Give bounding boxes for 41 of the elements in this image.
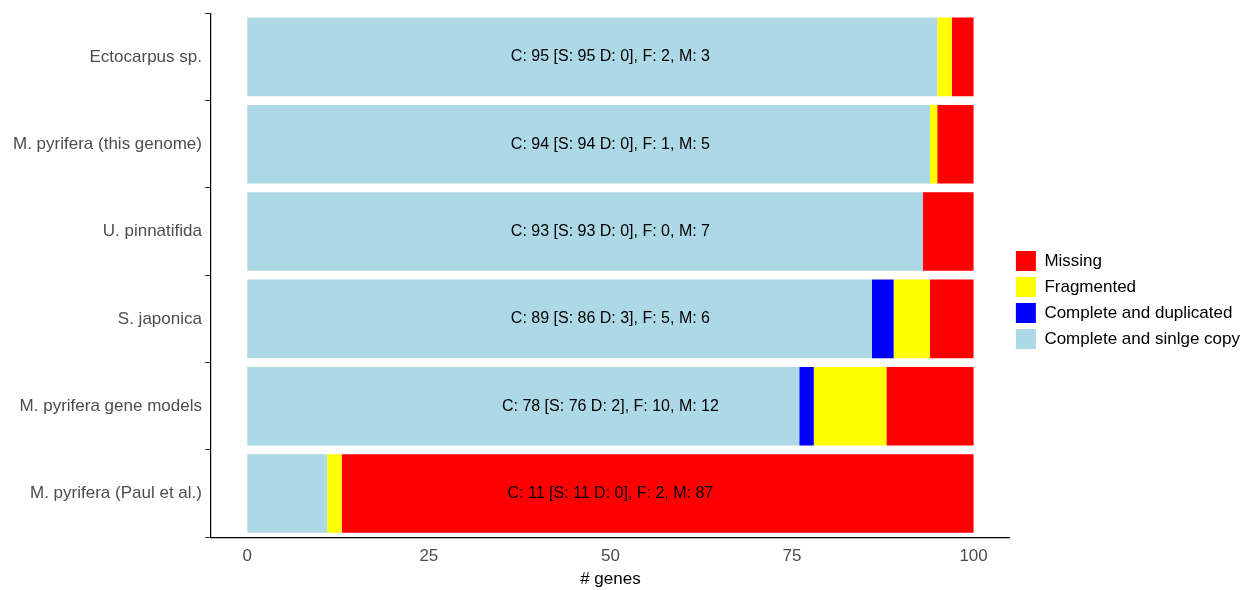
bar xyxy=(247,17,938,97)
bar xyxy=(247,192,923,271)
annotation: C: 78 [S: 76 D: 2], F: 10, M: 12 xyxy=(501,396,720,414)
y-tick-label: U. pinnatifida xyxy=(102,221,203,241)
bar xyxy=(929,279,974,359)
legend-label: Complete and duplicated xyxy=(1044,302,1233,322)
bar xyxy=(341,454,974,533)
y-tick-label: S. japonica xyxy=(117,308,203,328)
y-tick-label: M. pyrifera (Paul et al.) xyxy=(30,483,202,503)
x-axis-title: # genes xyxy=(580,569,641,589)
x-tick-label: 25 xyxy=(419,546,439,566)
y-tick-label: M. pyrifera (this genome) xyxy=(13,133,202,153)
annotation: C: 94 [S: 94 D: 0], F: 1, M: 5 xyxy=(510,134,711,152)
bar xyxy=(929,104,938,184)
y-tick-label: Ectocarpus sp. xyxy=(89,46,202,66)
x-tick-label: 50 xyxy=(600,546,620,566)
x-tick-label: 100 xyxy=(959,546,988,566)
annotation: C: 95 [S: 95 D: 0], F: 2, M: 3 xyxy=(510,47,711,65)
bar xyxy=(951,17,974,97)
bar xyxy=(247,366,800,446)
bar xyxy=(922,192,974,271)
bar xyxy=(247,279,872,359)
legend-label: Complete and sinlge copy xyxy=(1044,328,1241,348)
bar xyxy=(871,279,894,359)
bar xyxy=(247,454,328,533)
legend-label: Missing xyxy=(1044,250,1103,270)
bar xyxy=(937,17,952,97)
bar xyxy=(813,366,887,446)
x-tick-label: 75 xyxy=(782,546,802,566)
annotation: C: 93 [S: 93 D: 0], F: 0, M: 7 xyxy=(510,221,711,239)
y-tick-label: M. pyrifera gene models xyxy=(19,395,202,415)
legend-label: Fragmented xyxy=(1044,276,1137,296)
annotation: C: 89 [S: 86 D: 3], F: 5, M: 6 xyxy=(510,309,711,327)
x-tick-label: 0 xyxy=(242,546,252,566)
bar xyxy=(886,366,974,446)
bar xyxy=(799,366,814,446)
bar xyxy=(247,104,930,184)
bar xyxy=(937,104,974,184)
annotation: C: 11 [S: 11 D: 0], F: 2, M: 87 xyxy=(507,483,714,501)
bar xyxy=(327,454,342,533)
bar xyxy=(893,279,930,359)
